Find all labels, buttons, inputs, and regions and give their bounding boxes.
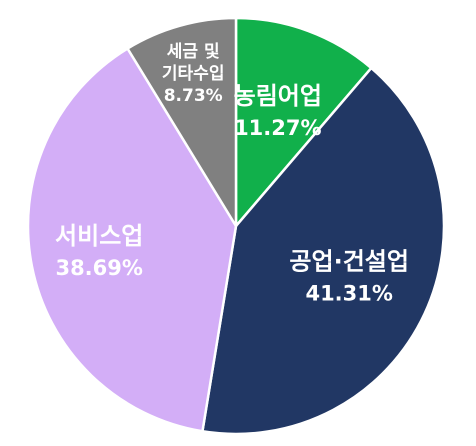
pie-slices	[26, 16, 446, 436]
slice-label-4: 세금 및 기타수입 8.73%	[162, 42, 225, 106]
slice-name-1-line-1: 농림어업	[234, 82, 322, 110]
slice-name-2-line-1: 공업·건설업	[289, 248, 409, 276]
slice-value-4: 8.73%	[164, 86, 223, 106]
slice-name-4-line-1: 세금 및	[167, 42, 220, 62]
slice-value-2: 41.31%	[305, 282, 392, 306]
slice-label-3: 서비스업 38.69%	[55, 222, 143, 280]
slice-label-1: 농림어업 11.27%	[234, 82, 322, 140]
pie-labels: 농림어업 11.27% 공업·건설업 41.31% 서비스업 38.69% 세금 및 기타수입…	[55, 42, 409, 306]
pie-slice-3	[26, 47, 238, 433]
pie-slice-4	[126, 16, 238, 228]
slice-name-3-line-1: 서비스업	[55, 222, 143, 250]
slice-name-4-line-2: 기타수입	[162, 64, 225, 84]
slice-label-2: 공업·건설업 41.31%	[289, 248, 409, 306]
pie-slice-1	[234, 16, 373, 228]
pie-slice-2	[201, 66, 446, 436]
slice-value-3: 38.69%	[55, 256, 142, 280]
slice-value-1: 11.27%	[234, 116, 321, 140]
